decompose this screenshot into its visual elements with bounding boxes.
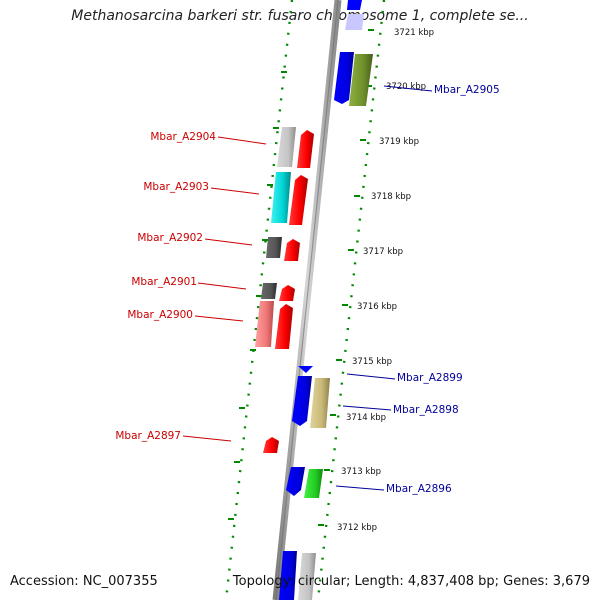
kbp-labels: 3721 kbp 3720 kbp 3719 kbp 3718 kbp 3717… xyxy=(337,28,434,533)
kbp-label: 3718 kbp xyxy=(371,192,411,202)
kbp-label: 3720 kbp xyxy=(386,82,426,92)
gene-arrow xyxy=(284,239,300,261)
kbp-label: 3715 kbp xyxy=(352,357,392,367)
kbp-label: 3714 kbp xyxy=(346,413,386,423)
gene-arrow xyxy=(298,366,313,373)
map-title: Methanosarcina barkeri str. fusaro chrom… xyxy=(71,8,529,24)
gene-label-mbar-a2901[interactable]: Mbar_A2901 xyxy=(131,276,197,288)
gene-labels-forward: Mbar_A2904 Mbar_A2903 Mbar_A2902 Mbar_A2… xyxy=(115,131,216,442)
gene-arrow xyxy=(297,130,314,168)
gene-label-mbar-a2897[interactable]: Mbar_A2897 xyxy=(115,430,181,442)
gene-arrow xyxy=(261,283,277,299)
gene-arrow xyxy=(345,14,364,30)
gene-label-mbar-a2896[interactable]: Mbar_A2896 xyxy=(386,483,452,495)
gene-arrow xyxy=(347,0,362,10)
leader-lines xyxy=(182,85,433,491)
gene-arrow xyxy=(286,467,305,496)
gene-arrow xyxy=(271,172,291,223)
gene-label-mbar-a2900[interactable]: Mbar_A2900 xyxy=(127,309,193,321)
gene-arrow xyxy=(310,378,330,428)
gene-label-mbar-a2902[interactable]: Mbar_A2902 xyxy=(137,232,203,244)
kbp-label: 3721 kbp xyxy=(394,28,434,38)
gene-arrow xyxy=(304,469,323,498)
gene-label-mbar-a2904[interactable]: Mbar_A2904 xyxy=(150,131,216,143)
kbp-label: 3712 kbp xyxy=(337,523,377,533)
gene-arrow xyxy=(292,376,312,426)
accession-text: Accession: NC_007355 xyxy=(10,574,158,589)
gene-arrow xyxy=(289,175,308,225)
gene-label-mbar-a2905[interactable]: Mbar_A2905 xyxy=(434,84,500,96)
gene-arrow xyxy=(279,285,295,301)
kbp-label: 3717 kbp xyxy=(363,247,403,257)
tick-rail-outer xyxy=(224,0,294,600)
kbp-label: 3713 kbp xyxy=(341,467,381,477)
gene-arrow xyxy=(349,54,373,106)
gene-arrow xyxy=(255,301,274,347)
gene-label-mbar-a2899[interactable]: Mbar_A2899 xyxy=(397,372,463,384)
gene-features xyxy=(255,0,373,600)
gene-arrow xyxy=(298,553,316,600)
gene-labels-reverse: Mbar_A2905 Mbar_A2899 Mbar_A2898 Mbar_A2… xyxy=(386,84,500,495)
tick-rail-inner xyxy=(316,0,386,600)
gene-label-mbar-a2898[interactable]: Mbar_A2898 xyxy=(393,404,459,416)
kbp-label: 3716 kbp xyxy=(357,302,397,312)
topology-text: Topology: circular; Length: 4,837,408 bp… xyxy=(232,574,590,589)
gene-arrow xyxy=(277,127,296,167)
gene-arrow xyxy=(334,52,354,104)
gene-arrow xyxy=(275,304,293,349)
gene-arrow xyxy=(266,237,282,258)
kbp-label: 3719 kbp xyxy=(379,137,419,147)
gene-arrow xyxy=(263,437,279,453)
gene-arrow xyxy=(279,551,297,600)
gene-label-mbar-a2903[interactable]: Mbar_A2903 xyxy=(143,181,209,193)
